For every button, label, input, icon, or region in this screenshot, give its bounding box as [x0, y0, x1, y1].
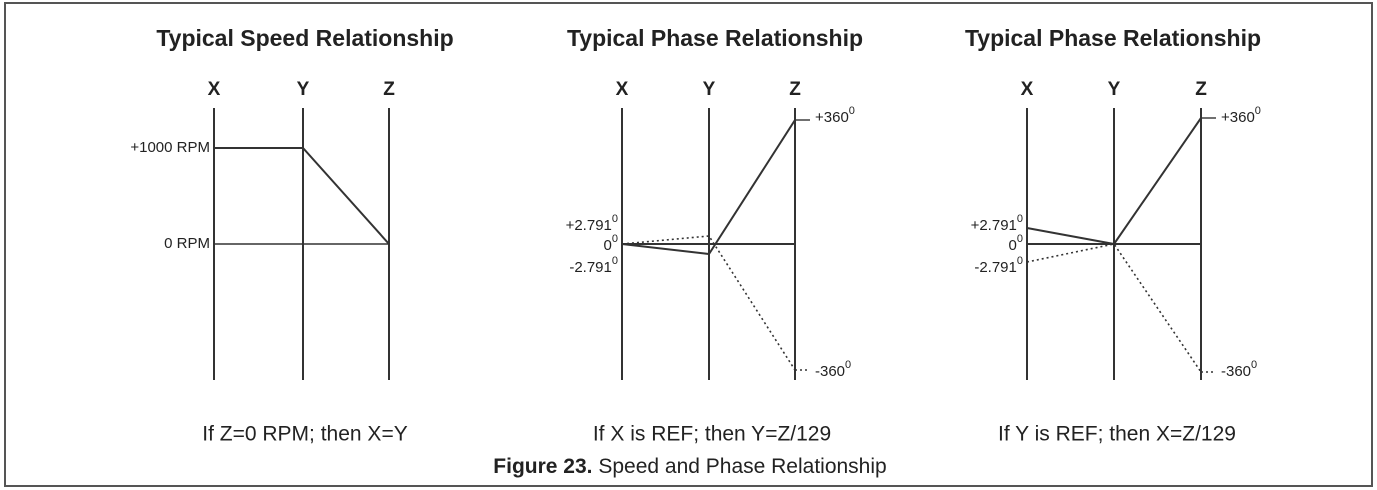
panel-lines — [1026, 108, 1216, 380]
angle-label: 00 — [604, 233, 618, 254]
panel-lines — [213, 108, 390, 380]
axis-label: Z — [1195, 79, 1207, 100]
panel-caption: If X is REF; then Y=Z/129 — [593, 423, 831, 446]
angle-value: 0 — [1009, 237, 1017, 254]
axis-label: Y — [297, 79, 310, 100]
angle-label: +2.7910 — [971, 213, 1023, 234]
panel-lines — [621, 108, 810, 380]
angle-label: -3600 — [815, 359, 851, 380]
angle-value: -360 — [1221, 363, 1251, 380]
level-label: 0 RPM — [164, 235, 210, 252]
angle-value: +2.791 — [566, 217, 612, 234]
angle-label: -2.7910 — [569, 255, 618, 276]
angle-label: -3600 — [1221, 359, 1257, 380]
figure-caption: Figure 23. Speed and Phase Relationship — [493, 455, 886, 478]
level-label: +1000 RPM — [130, 139, 210, 156]
panel-title: Typical Phase Relationship — [567, 25, 863, 51]
degree-mark: 0 — [1251, 359, 1257, 371]
panel-title: Typical Speed Relationship — [156, 25, 453, 51]
degree-mark: 0 — [612, 213, 618, 225]
angle-label: +3600 — [815, 105, 855, 126]
panel-title: Typical Phase Relationship — [965, 25, 1261, 51]
degree-mark: 0 — [845, 359, 851, 371]
degree-mark: 0 — [612, 255, 618, 267]
panel-caption: If Y is REF; then X=Z/129 — [998, 423, 1236, 446]
angle-value: 0 — [604, 237, 612, 254]
angle-label: +2.7910 — [566, 213, 618, 234]
angle-value: -2.791 — [569, 259, 612, 276]
axis-label: Y — [1108, 79, 1121, 100]
angle-label: +3600 — [1221, 105, 1261, 126]
axis-label: Z — [383, 79, 395, 100]
degree-mark: 0 — [1255, 105, 1261, 117]
degree-mark: 0 — [849, 105, 855, 117]
degree-mark: 0 — [1017, 255, 1023, 267]
axis-label: Y — [703, 79, 716, 100]
angle-value: +360 — [815, 109, 849, 126]
angle-value: +2.791 — [971, 217, 1017, 234]
degree-mark: 0 — [1017, 213, 1023, 225]
angle-value: -2.791 — [974, 259, 1017, 276]
angle-label: -2.7910 — [974, 255, 1023, 276]
figure-caption-text: Speed and Phase Relationship — [598, 455, 886, 478]
axis-label: X — [208, 79, 221, 100]
degree-mark: 0 — [612, 233, 618, 245]
figure-number: Figure 23. — [493, 455, 592, 478]
axis-label: X — [1021, 79, 1034, 100]
axis-label: Z — [789, 79, 801, 100]
angle-label: 00 — [1009, 233, 1023, 254]
axis-label: X — [616, 79, 629, 100]
angle-value: -360 — [815, 363, 845, 380]
frame — [4, 2, 1373, 487]
angle-value: +360 — [1221, 109, 1255, 126]
panel-caption: If Z=0 RPM; then X=Y — [202, 423, 407, 446]
degree-mark: 0 — [1017, 233, 1023, 245]
